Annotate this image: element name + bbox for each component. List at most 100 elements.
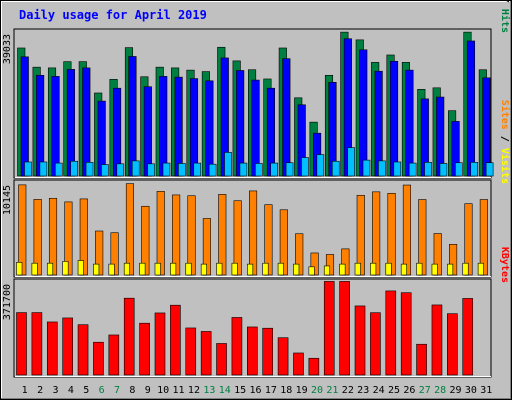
bar-pages-day-13: [208, 163, 217, 177]
bar-kbytes-day-5: [77, 324, 89, 376]
bar-kbytes-day-15: [231, 317, 243, 376]
bar-sites-day-25: [385, 262, 392, 276]
bar-files-day-13: [205, 80, 214, 177]
bar-sites-day-3: [46, 262, 54, 276]
day-label-23: 23: [357, 385, 369, 396]
bar-pages-day-8: [131, 160, 140, 177]
bar-files-day-4: [66, 69, 75, 177]
day-label-24: 24: [373, 385, 385, 396]
series-label-visits_sites: Sites / Visits: [499, 100, 511, 184]
bar-pages-day-30: [470, 162, 479, 177]
bar-kbytes-day-24: [370, 312, 381, 376]
day-label-30: 30: [465, 385, 477, 396]
day-label-28: 28: [434, 385, 446, 396]
day-label-11: 11: [173, 385, 185, 396]
bar-files-day-8: [128, 56, 137, 177]
bar-sites-day-1: [16, 262, 23, 276]
day-label-15: 15: [234, 385, 246, 396]
day-label-8: 8: [129, 385, 135, 396]
chart-title: Daily usage for April 2019: [19, 8, 207, 22]
bar-kbytes-day-21: [323, 281, 335, 376]
series-label-part-kbytes-0: KBytes: [499, 247, 510, 283]
bar-pages-day-15: [239, 162, 248, 177]
bar-kbytes-day-16: [247, 326, 258, 376]
day-label-19: 19: [296, 385, 308, 396]
day-label-27: 27: [419, 385, 431, 396]
bar-pages-day-26: [408, 162, 417, 177]
bar-kbytes-day-29: [447, 313, 458, 376]
day-label-20: 20: [311, 385, 323, 396]
day-label-1: 1: [22, 385, 28, 396]
bar-kbytes-day-10: [154, 312, 166, 376]
bar-files-day-9: [143, 86, 152, 177]
bar-kbytes-day-18: [277, 337, 289, 376]
bar-kbytes-day-6: [93, 341, 104, 376]
bar-pages-day-31: [485, 162, 494, 177]
day-label-7: 7: [114, 385, 120, 396]
bar-pages-day-1: [24, 161, 32, 177]
bar-pages-day-17: [270, 162, 278, 177]
bar-kbytes-day-2: [31, 312, 43, 376]
bar-sites-day-12: [185, 262, 192, 276]
bar-files-day-11: [174, 76, 183, 177]
bar-pages-day-5: [85, 162, 94, 177]
bar-visits-day-25: [387, 192, 396, 276]
bar-pages-day-19: [301, 157, 309, 177]
bar-sites-day-15: [231, 262, 238, 276]
bar-kbytes-day-14: [216, 343, 227, 376]
bar-pages-day-9: [147, 163, 155, 177]
bar-kbytes-day-11: [170, 304, 181, 376]
bar-sites-day-29: [447, 263, 454, 276]
bar-sites-day-30: [462, 262, 469, 276]
bar-files-day-30: [466, 40, 476, 177]
day-label-21: 21: [326, 385, 338, 396]
bar-visits-day-1: [18, 184, 27, 276]
day-label-29: 29: [450, 385, 462, 396]
bar-sites-day-5: [77, 260, 84, 276]
bar-sites-day-4: [62, 261, 69, 276]
bar-files-day-12: [189, 78, 199, 177]
bar-files-day-26: [405, 69, 414, 177]
bar-kbytes-day-13: [200, 331, 212, 376]
bar-kbytes-day-22: [339, 281, 350, 376]
bar-pages-day-22: [347, 147, 355, 177]
bar-sites-day-6: [93, 263, 100, 276]
bar-pages-day-21: [331, 160, 340, 177]
bar-pages-day-27: [424, 162, 432, 177]
bar-files-day-5: [82, 67, 91, 177]
series-label-part-visits_sites-1: /: [499, 130, 510, 148]
bar-sites-day-26: [400, 263, 407, 276]
bar-sites-day-22: [339, 263, 346, 276]
bar-sites-day-18: [277, 262, 284, 276]
bar-kbytes-day-17: [262, 327, 273, 376]
bar-kbytes-day-1: [16, 312, 27, 376]
bar-kbytes-day-9: [139, 322, 150, 376]
bar-files-day-24: [374, 70, 383, 177]
bar-kbytes-day-19: [293, 352, 304, 376]
day-label-5: 5: [83, 385, 89, 396]
bar-sites-day-7: [108, 263, 115, 276]
series-label-hits_files_pages: Pages / Files / Hits: [499, 0, 511, 33]
day-label-3: 3: [52, 385, 58, 396]
bar-files-day-18: [282, 58, 291, 177]
bar-sites-day-27: [416, 262, 423, 276]
bar-kbytes-day-20: [308, 357, 320, 376]
bar-pages-day-16: [255, 163, 263, 177]
day-label-26: 26: [403, 385, 415, 396]
bar-kbytes-day-28: [431, 304, 443, 376]
bar-visits-day-24: [372, 191, 381, 276]
day-label-14: 14: [219, 385, 231, 396]
bar-pages-day-25: [393, 161, 402, 177]
bar-pages-day-28: [439, 163, 448, 177]
bar-files-day-3: [51, 76, 60, 177]
bar-kbytes-day-27: [416, 343, 427, 376]
day-label-9: 9: [145, 385, 151, 396]
bar-pages-day-2: [39, 161, 48, 177]
bar-files-day-10: [159, 76, 168, 177]
series-label-part-visits_sites-0: Sites: [499, 100, 511, 130]
bar-pages-day-11: [178, 163, 186, 177]
bar-pages-day-6: [101, 164, 109, 177]
bar-kbytes-day-26: [400, 292, 412, 376]
